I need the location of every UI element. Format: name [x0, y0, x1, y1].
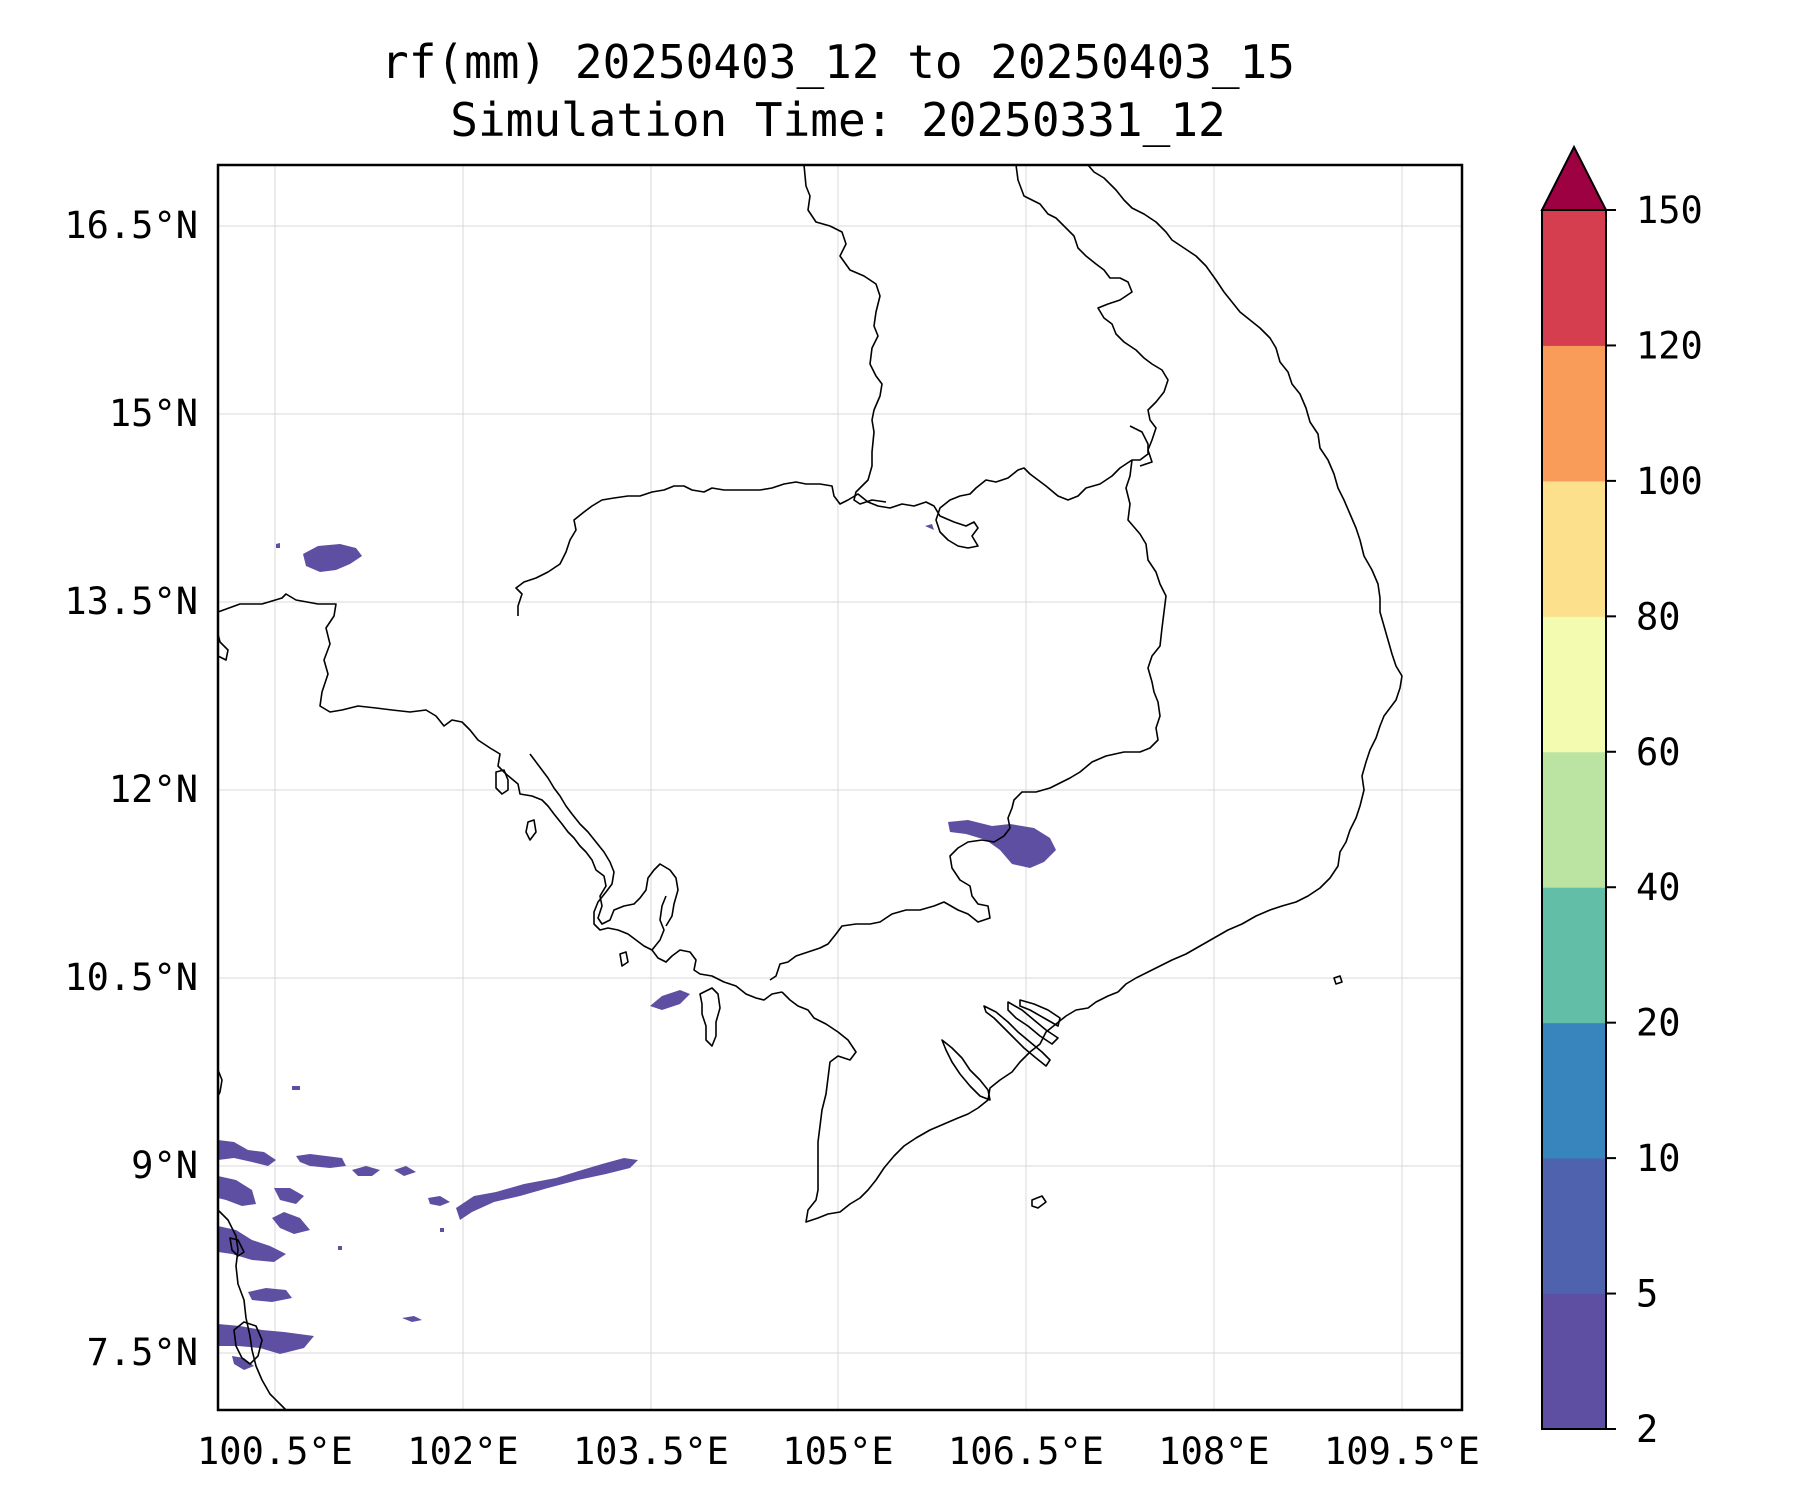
colorbar-segment [1542, 1158, 1606, 1295]
map-background [218, 165, 1462, 1410]
map-panel [216, 163, 1464, 1412]
island-koh-chang [525, 819, 537, 841]
colorbar-segment [1542, 480, 1606, 617]
rain-patch-southwest-3 [274, 1188, 304, 1204]
x-tick-label: 106.5°E [948, 1430, 1104, 1473]
rain-patch-southwest-1 [218, 1140, 276, 1166]
colorbar-tick-label: 40 [1636, 866, 1681, 909]
rain-patch-gulf-band [456, 1158, 638, 1220]
rain-patch-south-dot [292, 1086, 300, 1090]
colorbar-segment [1542, 1022, 1606, 1159]
colorbar-extend-triangle [1540, 144, 1608, 211]
colorbar-tick-label: 100 [1636, 460, 1703, 503]
coast-cambodia-sw [529, 753, 653, 951]
border-laos-vietnam-north [1008, 164, 1169, 467]
coast-mekong-channel-4 [941, 1039, 991, 1101]
x-tick-label: 100.5°E [197, 1430, 353, 1473]
y-tick-label: 13.5°N [64, 580, 198, 623]
coast-gulf-cambodia [651, 895, 783, 1001]
island-con-dao [1031, 1195, 1047, 1209]
y-tick-label: 7.5°N [87, 1331, 198, 1374]
colorbar-tick-label: 60 [1636, 731, 1681, 774]
rain-patch-gulf-small-2 [394, 1166, 416, 1176]
colorbar-segment [1542, 1293, 1606, 1430]
coast-mekong-channel-2 [1007, 1001, 1059, 1045]
colorbar: 2 5 10 20 40 60 80 100 120 150 [1540, 144, 1703, 1451]
colorbar-segment [1542, 210, 1606, 346]
rain-patch-southwest-2 [218, 1176, 256, 1206]
colorbar-ticks: 2 5 10 20 40 60 80 100 120 150 [1606, 189, 1703, 1451]
coast-malay-inner-2 [233, 1321, 263, 1365]
colorbar-segment [1542, 345, 1606, 482]
border-thailand-cambodia-west [217, 593, 679, 927]
x-tick-label: 103.5°E [573, 1430, 729, 1473]
x-tick-label: 109.5°E [1324, 1430, 1480, 1473]
colorbar-segments [1542, 210, 1606, 1430]
map-title-line2: Simulation Time: 20250331_12 [450, 93, 1225, 147]
y-tick-label: 10.5°N [64, 956, 198, 999]
island-koh-kong [495, 769, 509, 795]
rain-patch-gulf-small-4 [296, 1154, 346, 1168]
map-frame [216, 163, 1464, 1412]
border-cambodia-north [515, 425, 1149, 616]
colorbar-segment [1542, 751, 1606, 888]
rain-patch-south-small [402, 1316, 422, 1322]
rain-patch-southwest-7 [218, 1324, 314, 1354]
map-title-line1: rf(mm) 20250403_12 to 20250403_15 [381, 35, 1295, 89]
rain-patch-southwest-6 [248, 1288, 292, 1302]
colorbar-segment [1542, 616, 1606, 753]
rain-patch-southwest-4 [272, 1212, 310, 1234]
border-vietnam-laos [803, 164, 887, 505]
y-tick-label: 12°N [109, 768, 198, 811]
rain-patch-gulf-small-1 [428, 1196, 450, 1206]
colorbar-tick-label: 2 [1636, 1408, 1658, 1451]
colorbar-tick-label: 80 [1636, 595, 1681, 638]
rain-patch-southwest-8 [232, 1356, 254, 1370]
x-tick-label: 105°E [782, 1430, 893, 1473]
rain-patch-gulf-small-3 [352, 1166, 380, 1176]
x-tick-label: 102°E [407, 1430, 518, 1473]
rain-patch-gulf-coast [650, 990, 690, 1010]
coast-malay-peninsula [217, 1209, 287, 1411]
rain-patch-thailand-east [303, 544, 362, 572]
y-tick-label: 16.5°N [64, 204, 198, 247]
y-axis-ticks: 16.5°N 15°N 13.5°N 12°N 10.5°N 9°N 7.5°N [64, 204, 198, 1374]
rain-patch-tiny-1 [276, 543, 280, 548]
x-tick-label: 108°E [1158, 1430, 1269, 1473]
border-cambodia-east [769, 459, 1167, 981]
y-tick-label: 9°N [131, 1144, 198, 1187]
island-small-gulf [619, 951, 629, 967]
rain-patch-tonle-sap-north [925, 524, 934, 530]
island-spratly-dot [1333, 975, 1343, 985]
coast-malay-inner [229, 1237, 245, 1257]
colorbar-tick-label: 20 [1636, 1002, 1681, 1045]
border-thailand-north [217, 633, 229, 661]
colorbar-frame [1541, 209, 1607, 1430]
y-tick-label: 15°N [109, 392, 198, 435]
rain-patch-south-dot-2 [338, 1246, 342, 1250]
colorbar-tick-label: 5 [1636, 1273, 1658, 1316]
colorbar-tick-label: 150 [1636, 189, 1703, 232]
gridlines [218, 165, 1462, 1410]
island-phu-quoc [699, 987, 721, 1047]
x-axis-ticks: 100.5°E 102°E 103.5°E 105°E 106.5°E 108°… [197, 1430, 1480, 1473]
coast-mekong-channel-1 [983, 1005, 1051, 1067]
coast-vietnam-central [1087, 164, 1403, 993]
colorbar-tick-label: 120 [1636, 324, 1703, 367]
rain-patch-south-dot-3 [440, 1228, 444, 1232]
rain-patch-mekong-delta-north [948, 820, 1056, 868]
colorbar-tick-label: 10 [1636, 1137, 1681, 1180]
coast-mekong-delta [781, 991, 1119, 1223]
coast-mekong-channel-3 [1019, 999, 1061, 1027]
colorbar-segment [1542, 887, 1606, 1024]
rainfall-field [218, 524, 1056, 1370]
coastlines-borders [217, 164, 1403, 1411]
